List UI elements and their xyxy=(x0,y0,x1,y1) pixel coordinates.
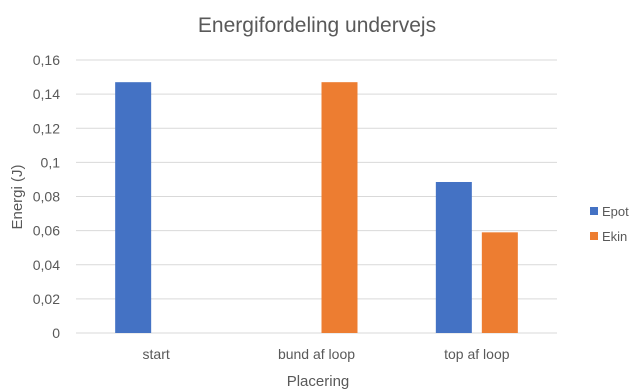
y-tick-label: 0,16 xyxy=(33,52,60,68)
legend-label-epot: Epot xyxy=(602,204,629,219)
y-tick-label: 0,08 xyxy=(33,189,60,205)
legend: Epot Ekin xyxy=(590,204,629,244)
y-tick-label: 0,1 xyxy=(41,154,61,170)
y-tick-label: 0,12 xyxy=(33,120,60,136)
y-axis-ticks: 0 0,02 0,04 0,06 0,08 0,1 0,12 0,14 0,16 xyxy=(33,52,60,341)
bar-epot-2 xyxy=(435,181,472,333)
chart-title: Energifordeling undervejs xyxy=(198,14,436,37)
y-tick-label: 0,14 xyxy=(33,86,60,102)
legend-swatch-epot xyxy=(590,207,598,215)
y-tick-label: 0 xyxy=(52,325,60,341)
x-tick-label: bund af loop xyxy=(278,346,355,362)
x-axis-ticks: start bund af loop top af loop xyxy=(143,346,510,362)
y-tick-label: 0,02 xyxy=(33,291,60,307)
y-tick-label: 0,06 xyxy=(33,223,60,239)
y-axis-label: Energi (J) xyxy=(9,164,26,229)
y-tick-label: 0,04 xyxy=(33,257,60,273)
gridlines xyxy=(76,59,557,334)
x-axis-label: Placering xyxy=(287,373,350,390)
bar-ekin-2 xyxy=(481,232,518,333)
legend-label-ekin: Ekin xyxy=(602,229,627,244)
legend-swatch-ekin xyxy=(590,232,598,240)
bar-epot-0 xyxy=(115,82,152,334)
bar-ekin-1 xyxy=(321,82,358,334)
x-tick-label: top af loop xyxy=(444,346,510,362)
x-tick-label: start xyxy=(143,346,170,362)
bars xyxy=(115,82,518,334)
